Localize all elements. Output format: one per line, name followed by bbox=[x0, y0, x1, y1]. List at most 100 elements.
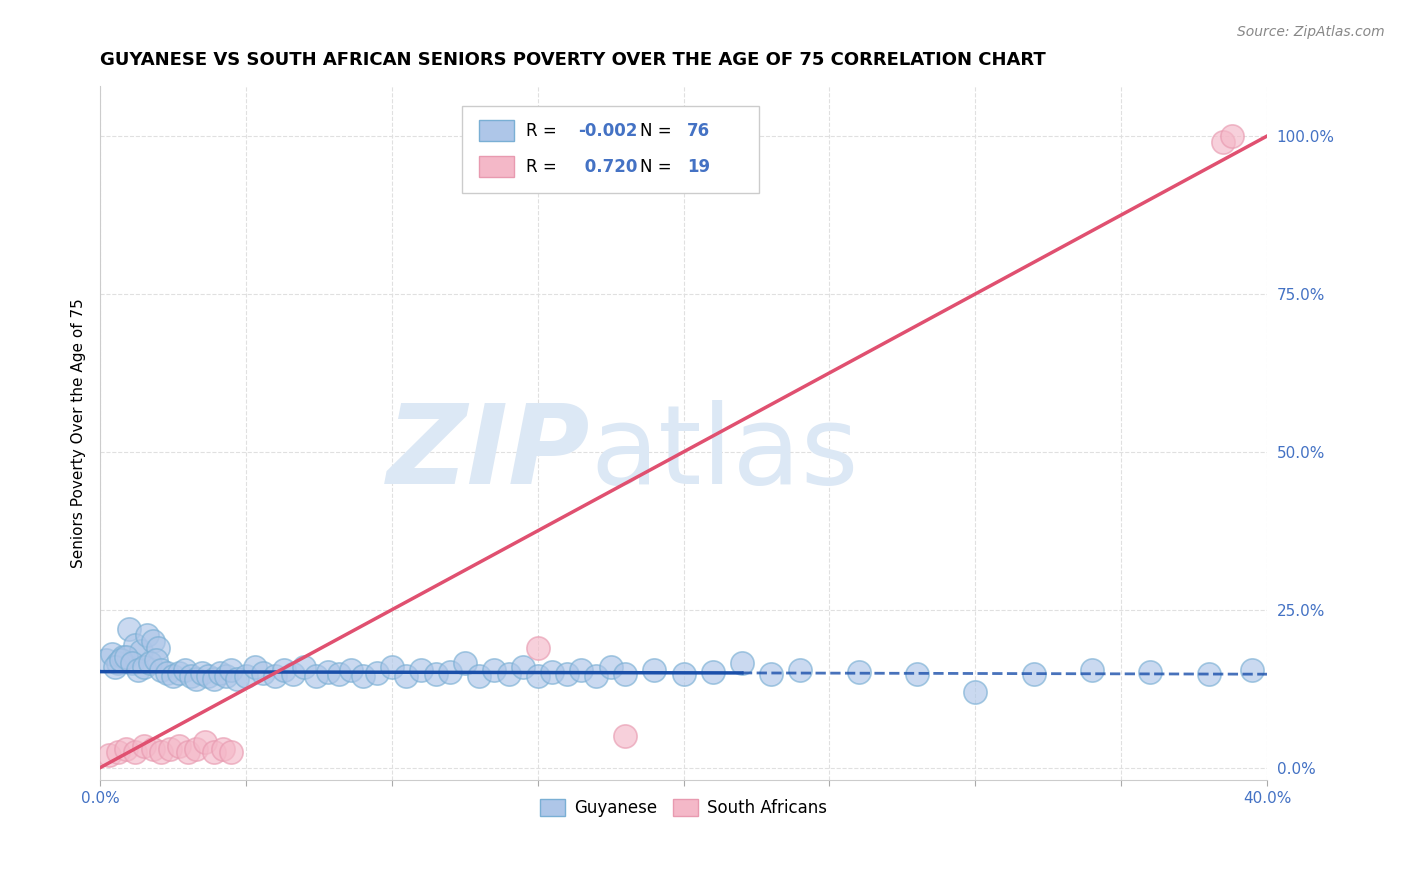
Text: 19: 19 bbox=[688, 158, 710, 176]
Point bbox=[221, 663, 243, 677]
Point bbox=[115, 741, 138, 756]
Point bbox=[273, 663, 295, 677]
Point bbox=[194, 735, 217, 749]
Point bbox=[135, 628, 157, 642]
Point bbox=[340, 663, 363, 677]
Text: R =: R = bbox=[526, 158, 562, 176]
Point bbox=[208, 665, 231, 680]
Point bbox=[97, 747, 120, 762]
Point bbox=[167, 739, 190, 753]
Point bbox=[186, 672, 208, 686]
Point bbox=[191, 665, 214, 680]
Text: 76: 76 bbox=[688, 121, 710, 140]
Point bbox=[614, 667, 637, 681]
Point bbox=[468, 669, 491, 683]
Point bbox=[1212, 136, 1234, 150]
Point bbox=[1139, 665, 1161, 679]
Point bbox=[905, 667, 928, 681]
Point bbox=[142, 634, 165, 648]
Text: atlas: atlas bbox=[591, 401, 859, 508]
Point bbox=[221, 745, 243, 759]
Point bbox=[731, 657, 754, 671]
Point bbox=[211, 741, 233, 756]
Point bbox=[104, 659, 127, 673]
Text: ZIP: ZIP bbox=[387, 401, 591, 508]
Point bbox=[235, 669, 257, 683]
Point bbox=[150, 663, 173, 677]
Point bbox=[202, 745, 225, 759]
Text: GUYANESE VS SOUTH AFRICAN SENIORS POVERTY OVER THE AGE OF 75 CORRELATION CHART: GUYANESE VS SOUTH AFRICAN SENIORS POVERT… bbox=[100, 51, 1046, 69]
Point bbox=[173, 663, 195, 677]
Point bbox=[789, 663, 811, 677]
Point bbox=[498, 667, 520, 681]
Point bbox=[138, 657, 160, 671]
Point bbox=[555, 667, 578, 681]
Point bbox=[121, 657, 143, 671]
Text: -0.002: -0.002 bbox=[578, 121, 638, 140]
Point bbox=[599, 659, 621, 673]
Point bbox=[1081, 663, 1104, 677]
Point bbox=[702, 665, 724, 679]
Point bbox=[180, 669, 202, 683]
Point bbox=[159, 741, 181, 756]
Y-axis label: Seniors Poverty Over the Age of 75: Seniors Poverty Over the Age of 75 bbox=[72, 298, 86, 568]
Point bbox=[124, 745, 146, 759]
Point bbox=[482, 663, 505, 677]
Point bbox=[381, 659, 404, 673]
Text: 0.720: 0.720 bbox=[578, 158, 637, 176]
Point bbox=[759, 667, 782, 681]
Point bbox=[124, 638, 146, 652]
Point bbox=[226, 672, 249, 686]
Point bbox=[167, 665, 190, 680]
Bar bbox=[479, 156, 515, 178]
Point bbox=[409, 663, 432, 677]
Bar bbox=[479, 120, 515, 141]
Point bbox=[292, 659, 315, 673]
Point bbox=[264, 669, 287, 683]
Point bbox=[352, 669, 374, 683]
Point bbox=[672, 667, 695, 681]
Point bbox=[252, 665, 274, 680]
Point bbox=[1022, 667, 1045, 681]
Point bbox=[145, 653, 167, 667]
Point bbox=[127, 663, 149, 677]
Point bbox=[316, 665, 339, 679]
Point bbox=[541, 665, 564, 679]
Point bbox=[848, 665, 870, 679]
Point bbox=[129, 644, 152, 658]
Point bbox=[197, 669, 219, 683]
Text: N =: N = bbox=[640, 158, 678, 176]
Point bbox=[110, 653, 132, 667]
Point bbox=[585, 669, 607, 683]
Text: N =: N = bbox=[640, 121, 678, 140]
Point bbox=[439, 665, 461, 679]
Point bbox=[395, 669, 418, 683]
Point bbox=[202, 672, 225, 686]
Point bbox=[614, 729, 637, 743]
Point bbox=[454, 657, 477, 671]
Point bbox=[132, 739, 155, 753]
Point bbox=[425, 667, 447, 681]
Point bbox=[112, 650, 135, 665]
Text: R =: R = bbox=[526, 121, 562, 140]
Point bbox=[132, 659, 155, 673]
Point bbox=[571, 663, 593, 677]
Point bbox=[118, 622, 141, 636]
Point bbox=[148, 640, 170, 655]
Point bbox=[186, 741, 208, 756]
Point bbox=[156, 665, 179, 680]
FancyBboxPatch shape bbox=[461, 106, 759, 194]
Point bbox=[150, 745, 173, 759]
Legend: Guyanese, South Africans: Guyanese, South Africans bbox=[534, 793, 834, 824]
Point bbox=[643, 663, 665, 677]
Point bbox=[1241, 663, 1264, 677]
Point bbox=[305, 669, 328, 683]
Point bbox=[162, 669, 184, 683]
Point bbox=[526, 640, 548, 655]
Point bbox=[1198, 667, 1220, 681]
Point bbox=[366, 665, 388, 680]
Point bbox=[94, 653, 117, 667]
Point bbox=[526, 669, 548, 683]
Point bbox=[101, 647, 124, 661]
Point bbox=[107, 745, 129, 759]
